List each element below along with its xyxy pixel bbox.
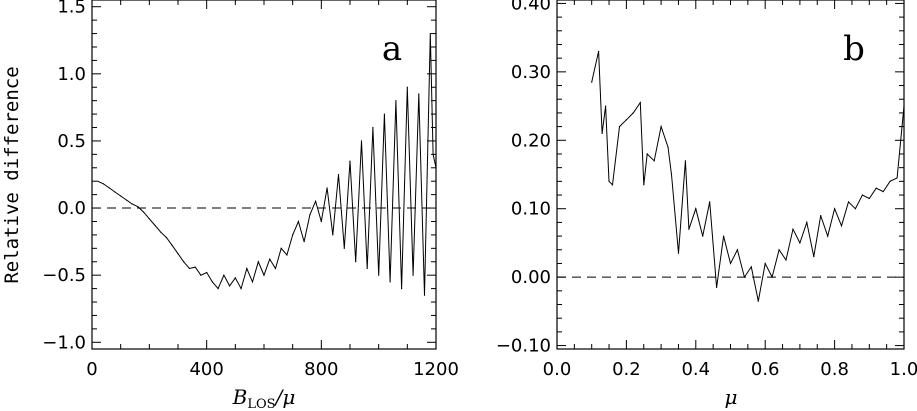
panel-b-x-tick-label: 0.2 — [612, 359, 641, 380]
panel-b-series-line — [591, 51, 905, 302]
panel-b-y-tick-label: 0.40 — [511, 0, 551, 14]
panel-b-letter: b — [843, 29, 865, 69]
panel-a-x-tick-label: 0 — [86, 359, 97, 380]
panel-a-series-line — [97, 33, 437, 296]
panel-b-x-axis-title: μ — [725, 385, 738, 409]
panel-a-y-tick-label: −0.5 — [42, 265, 86, 286]
x-title-b: B — [232, 385, 248, 409]
panel-b-x-tick-label: 0.8 — [820, 359, 849, 380]
panel-b: 0.0 0.2 0.4 0.6 0.8 1.0 −0.10 0.00 0.10 0.20 0.30 0… — [496, 0, 917, 409]
panel-b-x-tick-label: 1.0 — [890, 359, 917, 380]
panel-b-y-tick-label: −0.10 — [496, 336, 551, 357]
x-title-los: LOS — [247, 397, 275, 411]
panel-b-y-tick-label: 0.30 — [511, 62, 551, 83]
panel-a-y-tick-label: −1.0 — [42, 332, 86, 353]
panel-b-y-tick-label: 0.10 — [511, 199, 551, 220]
panel-a-y-tick-label: 1.5 — [57, 0, 86, 18]
y-axis-title: Relative difference — [1, 66, 23, 283]
panel-a-letter: a — [382, 29, 402, 69]
panel-b-x-tick-label: 0.6 — [751, 359, 780, 380]
panel-a-x-tick-label: 400 — [189, 359, 223, 380]
panel-a-x-tick-label: 800 — [304, 359, 338, 380]
panel-b-y-tick-label: 0.00 — [511, 267, 551, 288]
panel-b-ticks: 0.0 0.2 0.4 0.6 0.8 1.0 −0.10 0.00 0.10 0.20 0.30 0… — [496, 0, 917, 380]
panel-a: 0 400 800 1200 −1.0 −0.5 0.0 0.5 1.0 1.5 a Relati… — [1, 0, 459, 411]
panel-a-y-tick-label: 0.0 — [57, 198, 86, 219]
x-title-mu: /μ — [274, 385, 296, 409]
panel-b-x-tick-label: 0.0 — [543, 359, 572, 380]
panel-a-y-tick-label: 0.5 — [57, 131, 86, 152]
panel-a-y-tick-label: 1.0 — [57, 64, 86, 85]
panel-a-x-tick-label: 1200 — [413, 359, 459, 380]
panel-a-x-axis-title: BLOS/μ — [232, 385, 296, 411]
panel-b-x-tick-label: 0.4 — [681, 359, 710, 380]
panel-b-data-points — [591, 50, 905, 302]
panel-b-y-tick-label: 0.20 — [511, 130, 551, 151]
